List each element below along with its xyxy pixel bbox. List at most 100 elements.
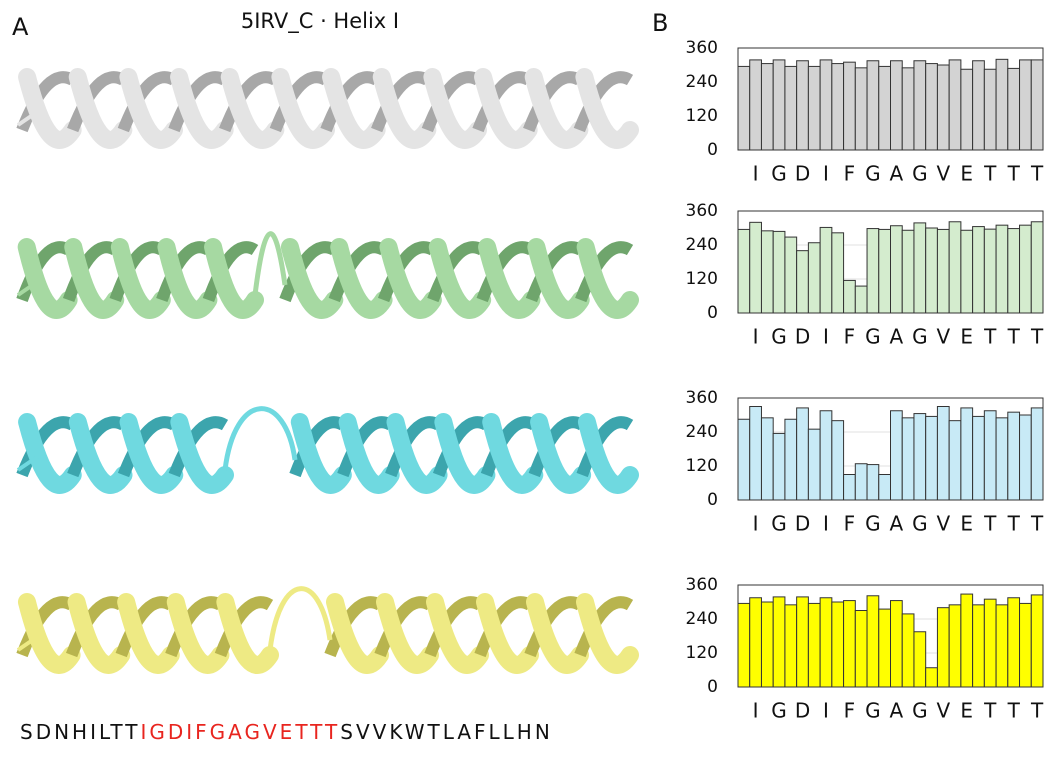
helix-back (324, 596, 384, 658)
bar (960, 407, 974, 501)
x-tick-label: T (1007, 699, 1021, 723)
x-tick-label: F (844, 512, 856, 536)
bar (960, 229, 974, 314)
bar (983, 598, 997, 688)
helix-back (115, 596, 174, 658)
helix-loop (222, 406, 298, 471)
helix-back (480, 416, 538, 478)
helix-back (576, 416, 634, 478)
y-tick-label: 0 (707, 303, 718, 323)
bar (843, 279, 856, 314)
y-tick-label: 120 (686, 456, 718, 476)
bar (972, 415, 985, 501)
helix-front (119, 68, 183, 149)
bar (819, 226, 833, 314)
helix-front (220, 68, 285, 149)
bar (890, 225, 903, 314)
bar (1007, 67, 1021, 151)
helix-back (575, 241, 634, 303)
y-tick-label: 0 (707, 140, 718, 160)
helix-tail (16, 108, 42, 127)
helix-front (322, 68, 386, 149)
x-tick-label: T (983, 162, 997, 186)
bar (948, 420, 962, 501)
helix-back (377, 241, 436, 303)
bar (983, 410, 997, 501)
bar (901, 613, 915, 688)
x-tick-label: A (890, 325, 904, 349)
helix-back (371, 71, 431, 133)
bar (948, 604, 962, 688)
helix-back (524, 596, 584, 658)
helix-front (476, 593, 539, 674)
bar (737, 602, 751, 688)
bar (1007, 228, 1021, 314)
helix-front (379, 238, 442, 319)
bar (901, 67, 915, 151)
bar (831, 420, 845, 501)
x-tick-label: G (912, 162, 928, 186)
x-tick-label: E (960, 699, 973, 723)
helix-back (214, 596, 274, 658)
x-tick-label: I (753, 512, 759, 536)
bar (749, 221, 762, 314)
y-tick-label: 120 (686, 269, 718, 289)
bar (831, 63, 845, 151)
bar (995, 417, 1009, 501)
bar (878, 608, 891, 688)
helix-back (525, 241, 584, 303)
x-tick-label: G (912, 325, 928, 349)
helix-back (67, 71, 127, 133)
helix-back (337, 416, 394, 478)
helix-back (279, 241, 338, 303)
bar (807, 242, 821, 314)
bar (948, 59, 962, 151)
x-tick-label: F (844, 699, 856, 723)
panel-label: B (652, 9, 668, 37)
bar (760, 417, 774, 501)
sequence-part: SDNHILTT (20, 720, 140, 744)
x-tick-label: T (983, 699, 997, 723)
bar (1007, 597, 1021, 688)
helix-back (421, 71, 482, 133)
bar (760, 230, 774, 314)
bar (1019, 602, 1032, 688)
x-tick-label: A (890, 512, 904, 536)
helix-front (527, 238, 590, 319)
helix-front (576, 593, 639, 674)
helix-front (170, 413, 234, 494)
x-tick-label: G (865, 325, 881, 349)
x-tick-label: G (912, 699, 928, 723)
helix-back (374, 596, 434, 658)
helix-front (157, 238, 218, 319)
helix-front (216, 593, 279, 674)
helix-images (16, 68, 639, 674)
helix-back (156, 241, 212, 303)
helix-front (577, 413, 639, 494)
helix-back (219, 71, 279, 133)
y-tick-label: 120 (686, 106, 718, 126)
bar (936, 406, 950, 501)
bar (1019, 224, 1032, 314)
helix-loop (252, 231, 288, 296)
y-tick-label: 240 (686, 609, 718, 629)
bar (784, 236, 798, 314)
bar (960, 68, 974, 151)
bar (878, 65, 891, 151)
helix-back (574, 596, 634, 658)
bar (807, 65, 821, 151)
x-tick-label: D (795, 325, 810, 349)
plot-frame (737, 47, 1044, 151)
helix-front (482, 413, 544, 494)
bar (772, 59, 786, 151)
x-tick-label: V (936, 512, 950, 536)
bar (995, 224, 1009, 314)
y-tick-label: 0 (707, 677, 718, 697)
bar (784, 604, 798, 688)
helix-front (423, 68, 487, 149)
helix-back (168, 71, 228, 133)
helix-front (326, 593, 389, 674)
helix-front (18, 68, 82, 149)
bar (796, 407, 809, 501)
